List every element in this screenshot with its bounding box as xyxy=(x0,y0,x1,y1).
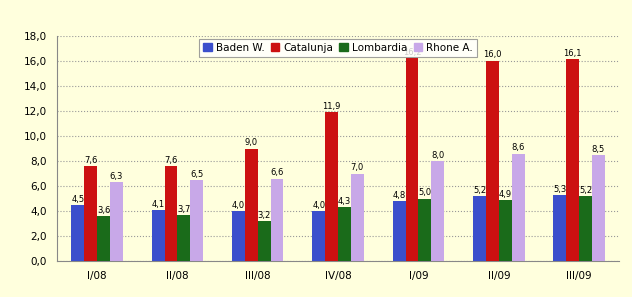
Bar xyxy=(152,210,164,261)
Text: 7,6: 7,6 xyxy=(84,156,97,165)
Bar xyxy=(486,61,499,261)
Bar xyxy=(473,196,486,261)
Text: 6,6: 6,6 xyxy=(270,168,284,177)
Text: 3,6: 3,6 xyxy=(97,206,110,215)
Bar xyxy=(431,161,444,261)
Bar xyxy=(245,148,258,261)
Text: 4,8: 4,8 xyxy=(392,191,406,200)
Text: 4,5: 4,5 xyxy=(71,195,84,204)
Text: 16,1: 16,1 xyxy=(564,49,582,58)
Bar xyxy=(84,166,97,261)
Text: 9,0: 9,0 xyxy=(245,138,258,147)
Bar xyxy=(312,211,325,261)
Bar xyxy=(97,216,110,261)
Bar xyxy=(406,58,418,261)
Bar xyxy=(566,59,579,261)
Bar xyxy=(512,154,525,261)
Text: 16,2: 16,2 xyxy=(403,48,422,57)
Bar xyxy=(592,155,605,261)
Bar xyxy=(164,166,178,261)
Text: 6,5: 6,5 xyxy=(190,170,204,178)
Bar xyxy=(110,182,123,261)
Bar xyxy=(392,201,406,261)
Text: 8,5: 8,5 xyxy=(592,145,605,154)
Text: 8,0: 8,0 xyxy=(431,151,444,160)
Bar xyxy=(178,215,190,261)
Bar xyxy=(338,207,351,261)
Text: 3,2: 3,2 xyxy=(258,211,271,220)
Bar xyxy=(190,180,203,261)
Text: 5,2: 5,2 xyxy=(579,186,592,195)
Text: 8,6: 8,6 xyxy=(511,143,525,152)
Bar xyxy=(71,205,84,261)
Text: 5,0: 5,0 xyxy=(418,188,432,198)
Bar xyxy=(232,211,245,261)
Bar xyxy=(270,178,284,261)
Bar xyxy=(579,196,592,261)
Bar xyxy=(258,221,270,261)
Bar xyxy=(325,112,338,261)
Text: 11,9: 11,9 xyxy=(322,102,341,111)
Text: 16,0: 16,0 xyxy=(483,50,502,59)
Legend: Baden W., Catalunja, Lombardia, Rhone A.: Baden W., Catalunja, Lombardia, Rhone A. xyxy=(199,39,477,57)
Text: 5,2: 5,2 xyxy=(473,186,486,195)
Text: 3,7: 3,7 xyxy=(177,205,190,214)
Text: 7,6: 7,6 xyxy=(164,156,178,165)
Text: 4,0: 4,0 xyxy=(312,201,325,210)
Bar xyxy=(499,200,512,261)
Text: 4,9: 4,9 xyxy=(499,190,512,199)
Text: 4,0: 4,0 xyxy=(232,201,245,210)
Bar xyxy=(351,173,364,261)
Text: 4,3: 4,3 xyxy=(338,197,351,206)
Text: 7,0: 7,0 xyxy=(351,163,364,172)
Text: 5,3: 5,3 xyxy=(553,185,566,194)
Bar xyxy=(554,195,566,261)
Bar xyxy=(418,199,431,261)
Text: 6,3: 6,3 xyxy=(110,172,123,181)
Text: 4,1: 4,1 xyxy=(152,200,165,209)
